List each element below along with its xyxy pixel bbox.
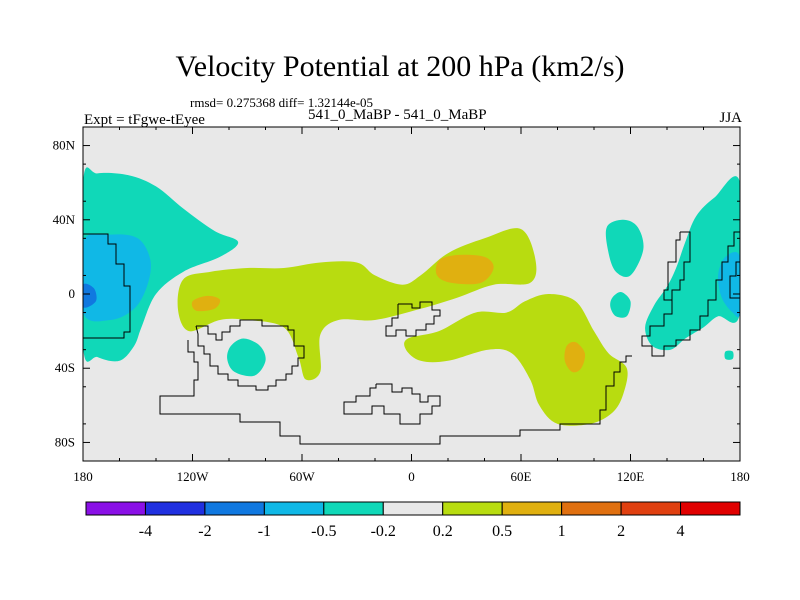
season-label: JJA [719,110,742,126]
colorbar-swatch [85,501,146,516]
axis-ticks [82,126,741,462]
colorbar-swatch [442,501,503,516]
colorbar-label: -0.2 [371,523,396,540]
contour-region [83,233,151,322]
colorbar-label: -4 [139,523,152,540]
y-tick-label: 80N [53,138,76,153]
colorbar-swatch [680,501,741,516]
x-tick-label: 120E [617,469,645,484]
y-tick-label: 80S [55,434,75,449]
contour-region [605,219,644,277]
contour-region [83,283,97,308]
coastline-segment [195,319,305,391]
contour-region [564,341,586,373]
colorbar-label: 2 [617,523,625,540]
colorbar-label: 0.5 [492,523,512,540]
x-tick-label: 0 [408,469,415,484]
coastline-segment [385,301,441,337]
y-tick-label: 40N [53,212,76,227]
colorbar-swatch [501,501,563,516]
coastline-layer [83,231,740,445]
x-tick-label: 180 [730,469,750,484]
coastline-segment [729,261,740,299]
colorbar-swatch [382,501,444,516]
colorbar-swatch [323,501,384,516]
contour-region [404,294,628,426]
y-tick-label: 40S [55,360,75,375]
colorbar-label: 0.2 [433,523,453,540]
y-tick-label: 0 [69,286,76,301]
axis-tick-labels: 180 120W 60W 0 60E 120E 180 80N 40N 0 40S 80S [53,138,750,484]
contour-region [227,338,266,377]
colorbar: -4 -2 -1 -0.5 -0.2 0.2 0.5 1 2 4 [85,501,741,540]
colorbar-label: -2 [198,523,211,540]
contour-region [435,254,494,285]
x-tick-label: 60W [289,469,315,484]
x-tick-label: 120W [177,469,210,484]
chart-title: Velocity Potential at 200 hPa (km2/s) [175,50,625,83]
stats-line: rmsd= 0.275368 diff= 1.32144e-05 [190,95,374,110]
contour-region [724,350,734,360]
coastline-segment [159,340,632,445]
colorbar-swatch [144,501,206,516]
coastline-segment [83,233,131,339]
colorbar-swatch [561,501,622,516]
experiment-label: Expt = tFgwe-tEyee [84,112,205,128]
colorbar-label: 1 [558,523,566,540]
colorbar-swatch [263,501,325,516]
colorbar-label: -1 [258,523,271,540]
colorbar-swatch [620,501,682,516]
contour-region [717,251,740,318]
coastline-segment [641,231,740,357]
colorbar-label: -0.5 [311,523,336,540]
contour-region [191,295,221,312]
colorbar-swatch [204,501,265,516]
contour-region [610,292,631,318]
contour-fill-layer [83,167,740,426]
coastline-segment [343,383,441,425]
x-tick-label: 180 [73,469,93,484]
colorbar-label: 4 [677,523,685,540]
contour-region [645,176,740,351]
cases-label: 541_0_MaBP - 541_0_MaBP [308,107,487,123]
x-tick-label: 60E [511,469,532,484]
